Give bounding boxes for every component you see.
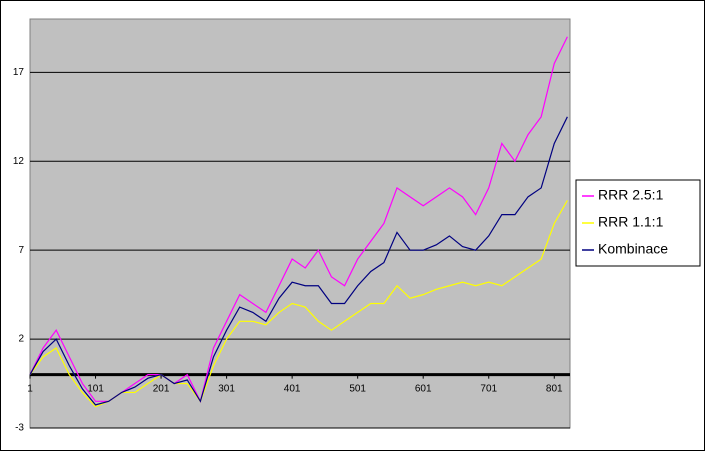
y-tick-label: 12 (13, 156, 25, 167)
y-tick-label: 2 (18, 334, 24, 345)
x-tick-label: 201 (153, 383, 170, 394)
plot-area (29, 18, 571, 429)
legend-label: Kombinace (598, 241, 668, 257)
x-tick-label: 101 (87, 383, 104, 394)
y-tick-label: 7 (18, 245, 24, 256)
y-tick-label: -3 (15, 423, 24, 434)
legend-label: RRR 2.5:1 (598, 187, 664, 203)
x-tick-label: 801 (546, 383, 563, 394)
x-tick-label: 1 (27, 383, 33, 394)
x-tick-label: 301 (218, 383, 235, 394)
legend-box (575, 179, 701, 267)
legend: RRR 2.5:1 RRR 1.1:1 Kombinace (575, 179, 701, 267)
x-tick-label: 501 (349, 383, 366, 394)
y-tick-label: 17 (13, 67, 25, 78)
legend-label: RRR 1.1:1 (598, 214, 664, 230)
x-tick-label: 701 (480, 383, 497, 394)
series-line (29, 116, 568, 406)
x-tick-label: 401 (284, 383, 301, 394)
x-tick-label: 601 (415, 383, 432, 394)
